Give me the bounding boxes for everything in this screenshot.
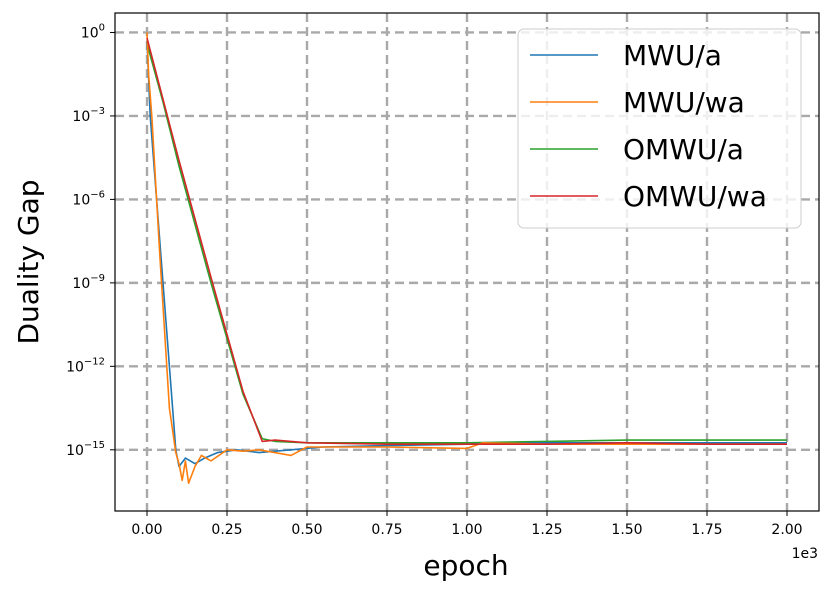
x-tick-label: 1.75: [691, 522, 722, 538]
y-axis: 100 10−3 10−6 10−9 10−12 10−15: [66, 22, 115, 459]
legend-label: OMWU/wa: [623, 180, 767, 213]
legend-box: [517, 28, 802, 229]
x-tick-label: 1.25: [531, 522, 562, 538]
series-line-mwu-wa: [146, 32, 787, 485]
y-tick-label: 100: [81, 22, 105, 41]
y-tick-label: 10−15: [66, 440, 105, 459]
legend-label: MWU/wa: [623, 86, 745, 119]
x-tick-label: 0.25: [211, 522, 242, 538]
y-tick-label: 10−12: [66, 356, 105, 375]
x-axis: 0.00 0.25 0.50 0.75 1.00 1.25 1.50 1.75 2.00: [131, 511, 803, 538]
y-tick-label: 10−3: [72, 106, 105, 125]
legend: MWU/a MWU/wa OMWU/a OMWU/wa: [517, 28, 802, 229]
x-axis-offset-label: 1e3: [792, 546, 818, 562]
x-tick-label: 1.50: [611, 522, 642, 538]
y-tick-label: 10−6: [72, 189, 105, 208]
legend-label: OMWU/a: [623, 133, 744, 166]
y-axis-label: Duality Gap: [12, 179, 45, 344]
series-layer: [146, 32, 787, 485]
x-tick-label: 0.75: [371, 522, 402, 538]
y-tick-label: 10−9: [72, 273, 105, 292]
x-tick-label: 1.00: [451, 522, 482, 538]
legend-label: MWU/a: [623, 39, 722, 72]
x-tick-label: 2.00: [771, 522, 802, 538]
x-axis-label: epoch: [423, 549, 508, 582]
series-line-omwu-wa: [146, 37, 787, 446]
series-line-mwu-a: [146, 40, 787, 468]
x-tick-label: 0.00: [131, 522, 162, 538]
x-tick-label: 0.50: [291, 522, 322, 538]
